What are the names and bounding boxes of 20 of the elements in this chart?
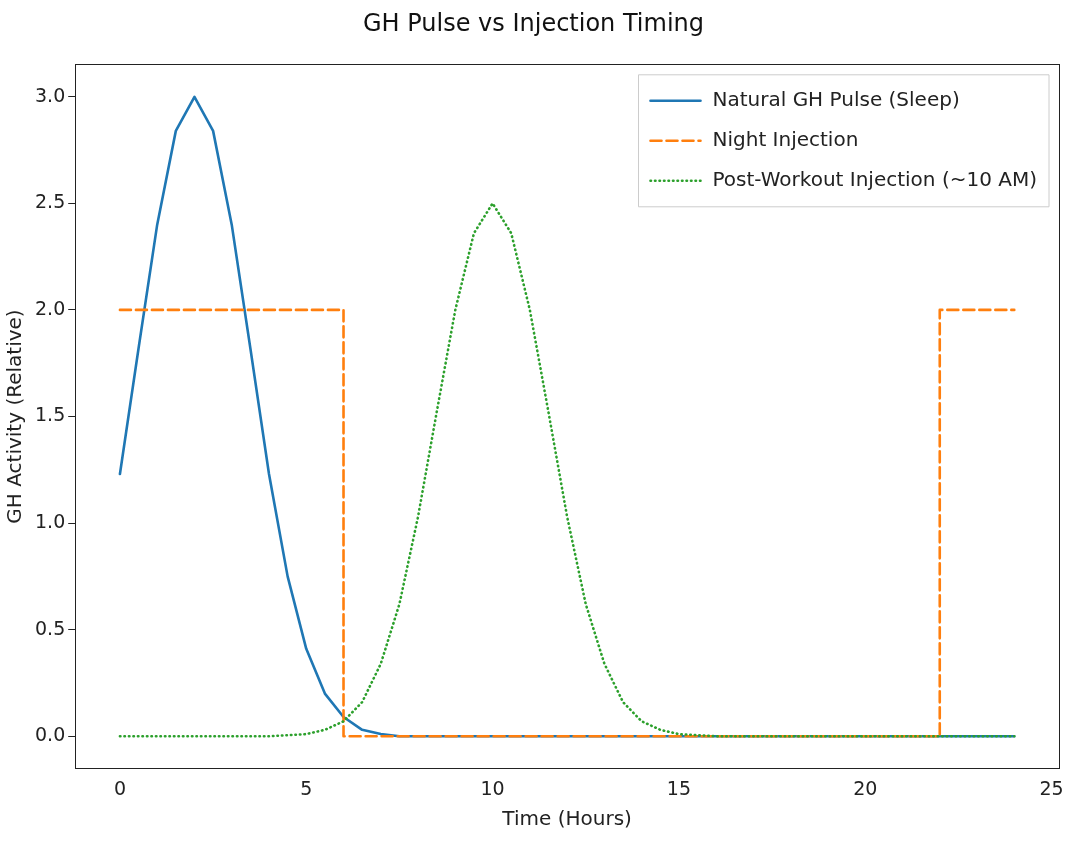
x-tick-label: 15 — [666, 776, 691, 799]
y-axis-title: GH Activity (Relative) — [2, 309, 27, 524]
legend-label: Post-Workout Injection (~10 AM) — [712, 167, 1038, 191]
x-tick-label: 20 — [853, 776, 878, 799]
y-tick-label: 1.0 — [35, 510, 66, 533]
y-tick-label: 0.0 — [35, 723, 66, 746]
y-tick-label: 3.0 — [35, 83, 66, 106]
x-tick-label: 10 — [480, 776, 505, 799]
x-tick-label: 0 — [113, 776, 126, 799]
y-tick-label: 2.0 — [35, 296, 66, 319]
y-tick-label: 2.5 — [35, 190, 66, 213]
x-tick-label: 25 — [1039, 776, 1064, 799]
x-tick-label: 5 — [300, 776, 313, 799]
x-axis-title: Time (Hours) — [501, 806, 632, 831]
legend-label: Natural GH Pulse (Sleep) — [712, 87, 960, 111]
y-tick-label: 1.5 — [35, 403, 66, 426]
line-series — [118, 202, 1016, 738]
chart-title: GH Pulse vs Injection Timing — [362, 8, 705, 37]
legend-label: Night Injection — [712, 127, 859, 151]
y-tick-label: 0.5 — [35, 616, 66, 639]
